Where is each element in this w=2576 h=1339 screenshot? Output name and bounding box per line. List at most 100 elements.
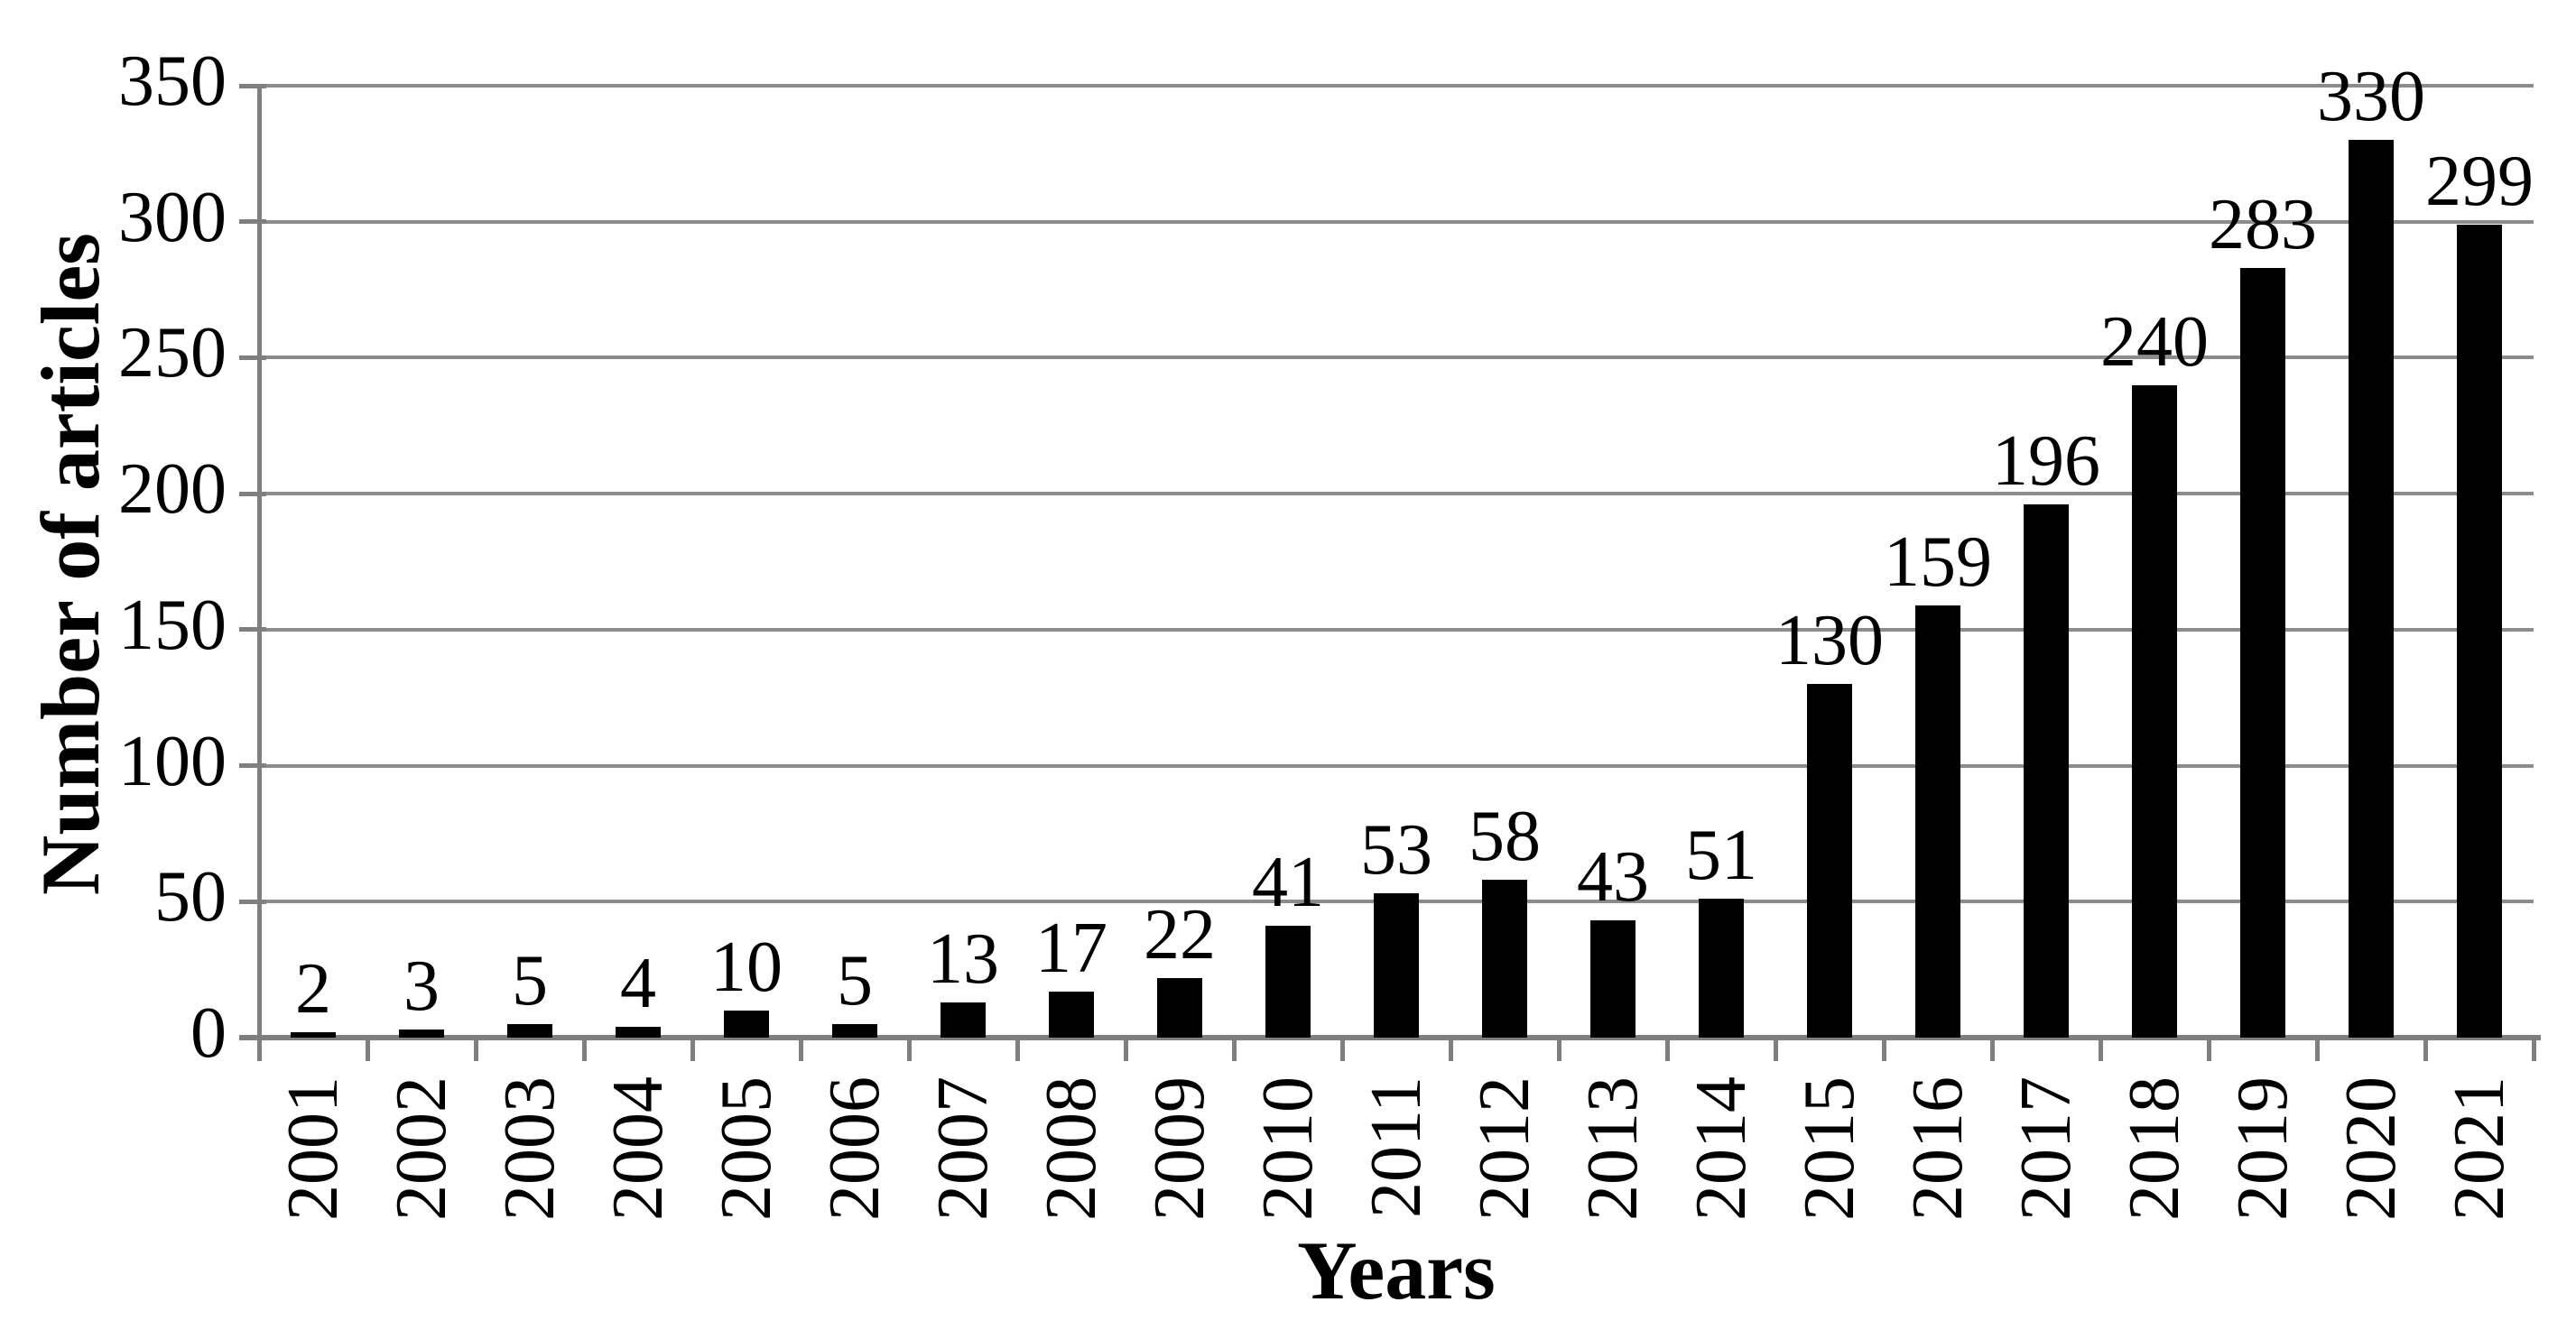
x-tick-label-text: 2012 [1465,1076,1544,1221]
y-axis-tick [239,219,266,225]
x-axis-tick [1556,1038,1561,1061]
bar-2003 [507,1024,552,1038]
bar-2016 [1915,605,1960,1038]
x-axis-title: Years [1297,1224,1496,1316]
y-tick-label: 50 [154,857,227,937]
x-axis-tick [1339,1038,1345,1061]
gridline [259,356,2534,360]
bar-2012 [1482,880,1527,1038]
x-tick-label: 2015 [1775,1076,1884,1311]
x-tick-label: 2002 [367,1076,476,1311]
bar-value-label: 196 [1992,421,2100,501]
y-axis-title: Number of articles [16,0,125,1128]
x-tick-label-text: 2002 [382,1076,461,1221]
x-tick-label: 2001 [259,1076,367,1311]
x-tick-label-text: 2004 [598,1076,678,1221]
bar-2007 [941,1002,986,1038]
x-axis-tick [1989,1038,1995,1061]
x-tick-label-text: 2006 [815,1076,894,1221]
x-tick-label-text: 2016 [1898,1076,1978,1221]
bar-value-label: 330 [2317,57,2425,136]
x-axis-line [239,1035,2541,1040]
x-tick-label: 2005 [692,1076,801,1311]
bar-value-label: 299 [2425,142,2534,221]
bar-2014 [1699,899,1744,1038]
x-axis-tick [1448,1038,1453,1061]
x-tick-label: 2019 [2209,1076,2317,1311]
y-tick-label: 250 [118,313,227,393]
x-axis-tick [1231,1038,1237,1061]
gridline [259,763,2534,768]
bar-value-label: 13 [927,919,999,999]
x-axis-tick [473,1038,478,1061]
x-tick-label-text: 2019 [2223,1076,2303,1221]
x-tick-label-text: 2010 [1248,1076,1328,1221]
y-axis-tick [239,355,266,360]
bar-value-label: 130 [1775,601,1884,680]
y-tick-label: 200 [118,449,227,530]
x-axis-tick [1123,1038,1128,1061]
x-tick-label-text: 2007 [923,1076,1003,1221]
x-tick-label: 2021 [2425,1076,2534,1311]
x-tick-label-text: 2021 [2440,1076,2519,1221]
x-tick-label: 2016 [1884,1076,1992,1311]
bar-2008 [1049,992,1094,1038]
y-axis-tick [239,83,266,88]
x-tick-label-text: 2005 [707,1076,786,1221]
x-tick-label-text: 2014 [1682,1076,1761,1221]
x-tick-label-text: 2009 [1140,1076,1219,1221]
x-axis-tick [690,1038,695,1061]
y-axis-tick [239,899,266,904]
bar-2004 [616,1027,661,1038]
y-axis-tick [239,627,266,633]
gridline [259,492,2534,496]
y-tick-label: 350 [118,42,227,121]
bar-2002 [399,1030,444,1038]
y-tick-label: 100 [118,721,227,801]
x-axis-tick [581,1038,587,1061]
x-tick-label-text: 2018 [2115,1076,2194,1221]
bar-value-label: 2 [295,949,331,1029]
x-axis-tick [1881,1038,1886,1061]
x-axis-tick [256,1038,262,1061]
bar-2019 [2240,268,2285,1038]
bar-value-label: 41 [1252,843,1324,922]
x-axis-tick [1015,1038,1020,1061]
x-tick-label-text: 2003 [490,1076,570,1221]
x-axis-tick [2531,1038,2536,1061]
y-tick-label: 0 [190,993,227,1073]
bar-value-label: 22 [1144,895,1216,974]
y-axis-line [257,86,262,1042]
bar-2015 [1807,684,1852,1038]
x-tick-label: 2014 [1667,1076,1775,1311]
x-tick-label: 2007 [909,1076,1017,1311]
x-axis-tick [2314,1038,2320,1061]
gridline [259,84,2534,88]
x-axis-tick [2206,1038,2211,1061]
x-axis-tick [798,1038,803,1061]
x-axis-tick [906,1038,912,1061]
bar-2005 [724,1011,769,1038]
bar-2018 [2132,385,2177,1038]
bar-value-label: 283 [2209,185,2317,264]
x-tick-label: 2004 [584,1076,692,1311]
bar-2021 [2457,225,2502,1038]
x-axis-tick [365,1038,370,1061]
x-axis-tick [2098,1038,2103,1061]
x-tick-label-text: 2017 [2006,1076,2086,1221]
x-tick-label-text: 2013 [1573,1076,1653,1221]
gridline [259,627,2534,632]
bar-2009 [1157,978,1202,1038]
gridline [259,219,2534,224]
x-axis-tick [2423,1038,2428,1061]
y-axis-tick [239,491,266,496]
x-tick-label-text: 2001 [273,1076,353,1221]
bar-value-label: 5 [512,941,548,1020]
x-axis-tick [1773,1038,1778,1061]
bar-value-label: 240 [2100,302,2209,382]
x-tick-label: 2017 [1992,1076,2100,1311]
bar-2006 [832,1024,877,1038]
bar-value-label: 43 [1577,837,1649,917]
bar-value-label: 51 [1685,816,1757,895]
